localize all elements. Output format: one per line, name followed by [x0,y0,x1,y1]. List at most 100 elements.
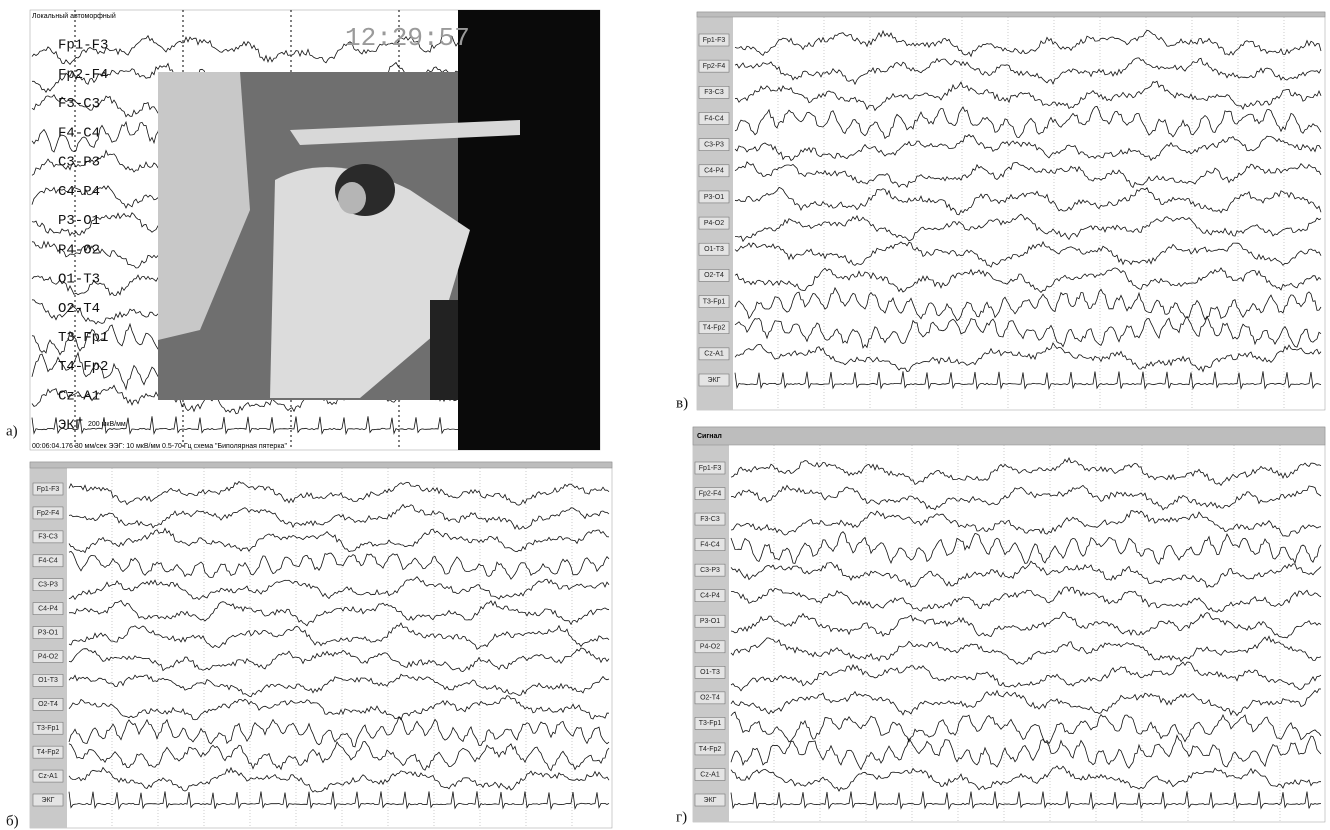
channel-label: C4-P4 [58,184,100,200]
channel-label: Fp1-F3 [58,38,108,54]
eeg-trace [68,576,610,601]
eeg-panel: Сигнал Fp1-F3 Fp2-F4 F3-C3 F4-C4 C3-P3 C4-P4 P3… [676,426,1326,825]
channel-label: Fp1-F3 [37,486,60,493]
video-shape [290,120,520,145]
channel-label-box [694,640,726,654]
eeg-trace [734,213,1322,243]
channel-label-box [698,373,730,387]
eeg-trace [730,661,1322,692]
channel-label-box [698,242,730,256]
channel-label-box [698,112,730,125]
channel-label-box [32,506,64,520]
channel-label-box [694,563,726,577]
channel-label-box [32,745,64,759]
eeg-trace [68,622,610,650]
eeg-trace [730,531,1322,565]
header-bar [29,461,613,469]
channel-label: O2-T4 [58,301,100,317]
channel-label-box [698,33,730,47]
channel-label: P3-O1 [58,213,100,229]
channel-label: P4-O2 [38,653,58,660]
channel-label: F3-C3 [58,96,100,112]
eeg-trace [730,457,1322,487]
eeg-trace [734,80,1322,112]
channel-label: F3-C3 [704,89,724,96]
channel-label-box [32,482,64,496]
eeg-trace [730,484,1322,511]
channel-label-box [694,538,726,551]
eeg-trace [730,688,1322,717]
channel-label-box [32,769,64,783]
eeg-trace [734,286,1322,322]
channel-label-box [694,742,726,756]
channel-label-box [694,717,726,730]
eeg-trace [68,766,610,793]
channel-label: C4-P4 [700,593,720,600]
channel-label-box [32,602,64,615]
channel-label-box [694,461,726,475]
channel-label-box [694,691,726,705]
channel-label: O2-T4 [700,695,720,702]
eeg-trace [734,57,1322,86]
channel-label: C3-P3 [38,582,58,589]
panel-letter: в) [676,395,688,411]
channel-label: ЭКГ [42,797,55,804]
channel-label: T3-Fp1 [37,725,60,732]
eeg-trace [68,503,610,530]
eeg-trace [730,765,1322,792]
panel-letter: г) [676,809,687,825]
channel-label: P3-O1 [38,629,58,636]
channel-label: ЭКГ [58,418,83,434]
channel-label: ЭКГ [704,797,717,804]
channel-label: T4-Fp2 [703,325,726,332]
eeg-panel: Fp1-F3 Fp2-F4 F3-C3 F4-C4 C3-P3 C4-P4 P3-O1 P4-… [6,9,601,451]
eeg-trace [68,715,610,748]
eeg-trace [730,586,1322,613]
video-dark-area [458,10,600,450]
eeg-trace [68,480,610,506]
eeg-trace [730,510,1322,537]
channel-label-box [698,216,730,230]
eeg-trace [734,371,1322,391]
eeg-trace [734,315,1322,349]
channel-label-box [698,347,730,361]
eeg-trace [68,599,610,627]
channel-label-box [698,321,730,334]
channel-label: P4-O2 [700,644,720,651]
panel-header: Локальный автоморфный [32,12,116,20]
channel-label: P4-O2 [58,242,100,258]
scale-label: 200 мкВ/мм [88,421,126,428]
header-bar [692,426,1326,446]
channel-label-box [694,589,726,602]
channel-label-box [698,190,730,204]
channel-label: O2-T4 [38,701,58,708]
panel-footer: 00:06:04.176 30 мм/сек ЭЭГ: 10 мкВ/мм 0.… [32,443,287,450]
channel-label: O1-T3 [58,272,100,288]
channel-label-box [694,512,726,526]
header-bar [696,11,1326,18]
eeg-trace [734,161,1322,189]
channel-label-box [698,269,730,282]
eeg-trace [730,791,1322,811]
eeg-trace [68,550,610,580]
channel-label: Cz-A1 [38,773,58,780]
eeg-trace [734,240,1322,268]
label-column [697,12,733,410]
eeg-panel: Fp1-F3 Fp2-F4 F3-C3 F4-C4 C3-P3 C4-P4 P3-O1 P4-… [676,11,1326,411]
panel-letter: б) [6,813,19,829]
channel-label: T3-Fp1 [699,720,722,727]
channel-label: Fp1-F3 [699,465,722,472]
eeg-trace [734,342,1322,373]
eeg-trace [734,133,1322,162]
eeg-trace [730,611,1322,639]
channel-label: Fp2-F4 [37,510,60,517]
channel-label: T3-Fp1 [58,330,108,346]
eeg-trace [730,734,1322,771]
video-shape [338,182,366,214]
channel-label: F4-C4 [58,125,100,141]
channel-label: T4-Fp2 [699,746,722,753]
channel-label: Fp2-F4 [699,490,722,497]
channel-label: C3-P3 [704,141,724,148]
video-shape [158,72,250,340]
